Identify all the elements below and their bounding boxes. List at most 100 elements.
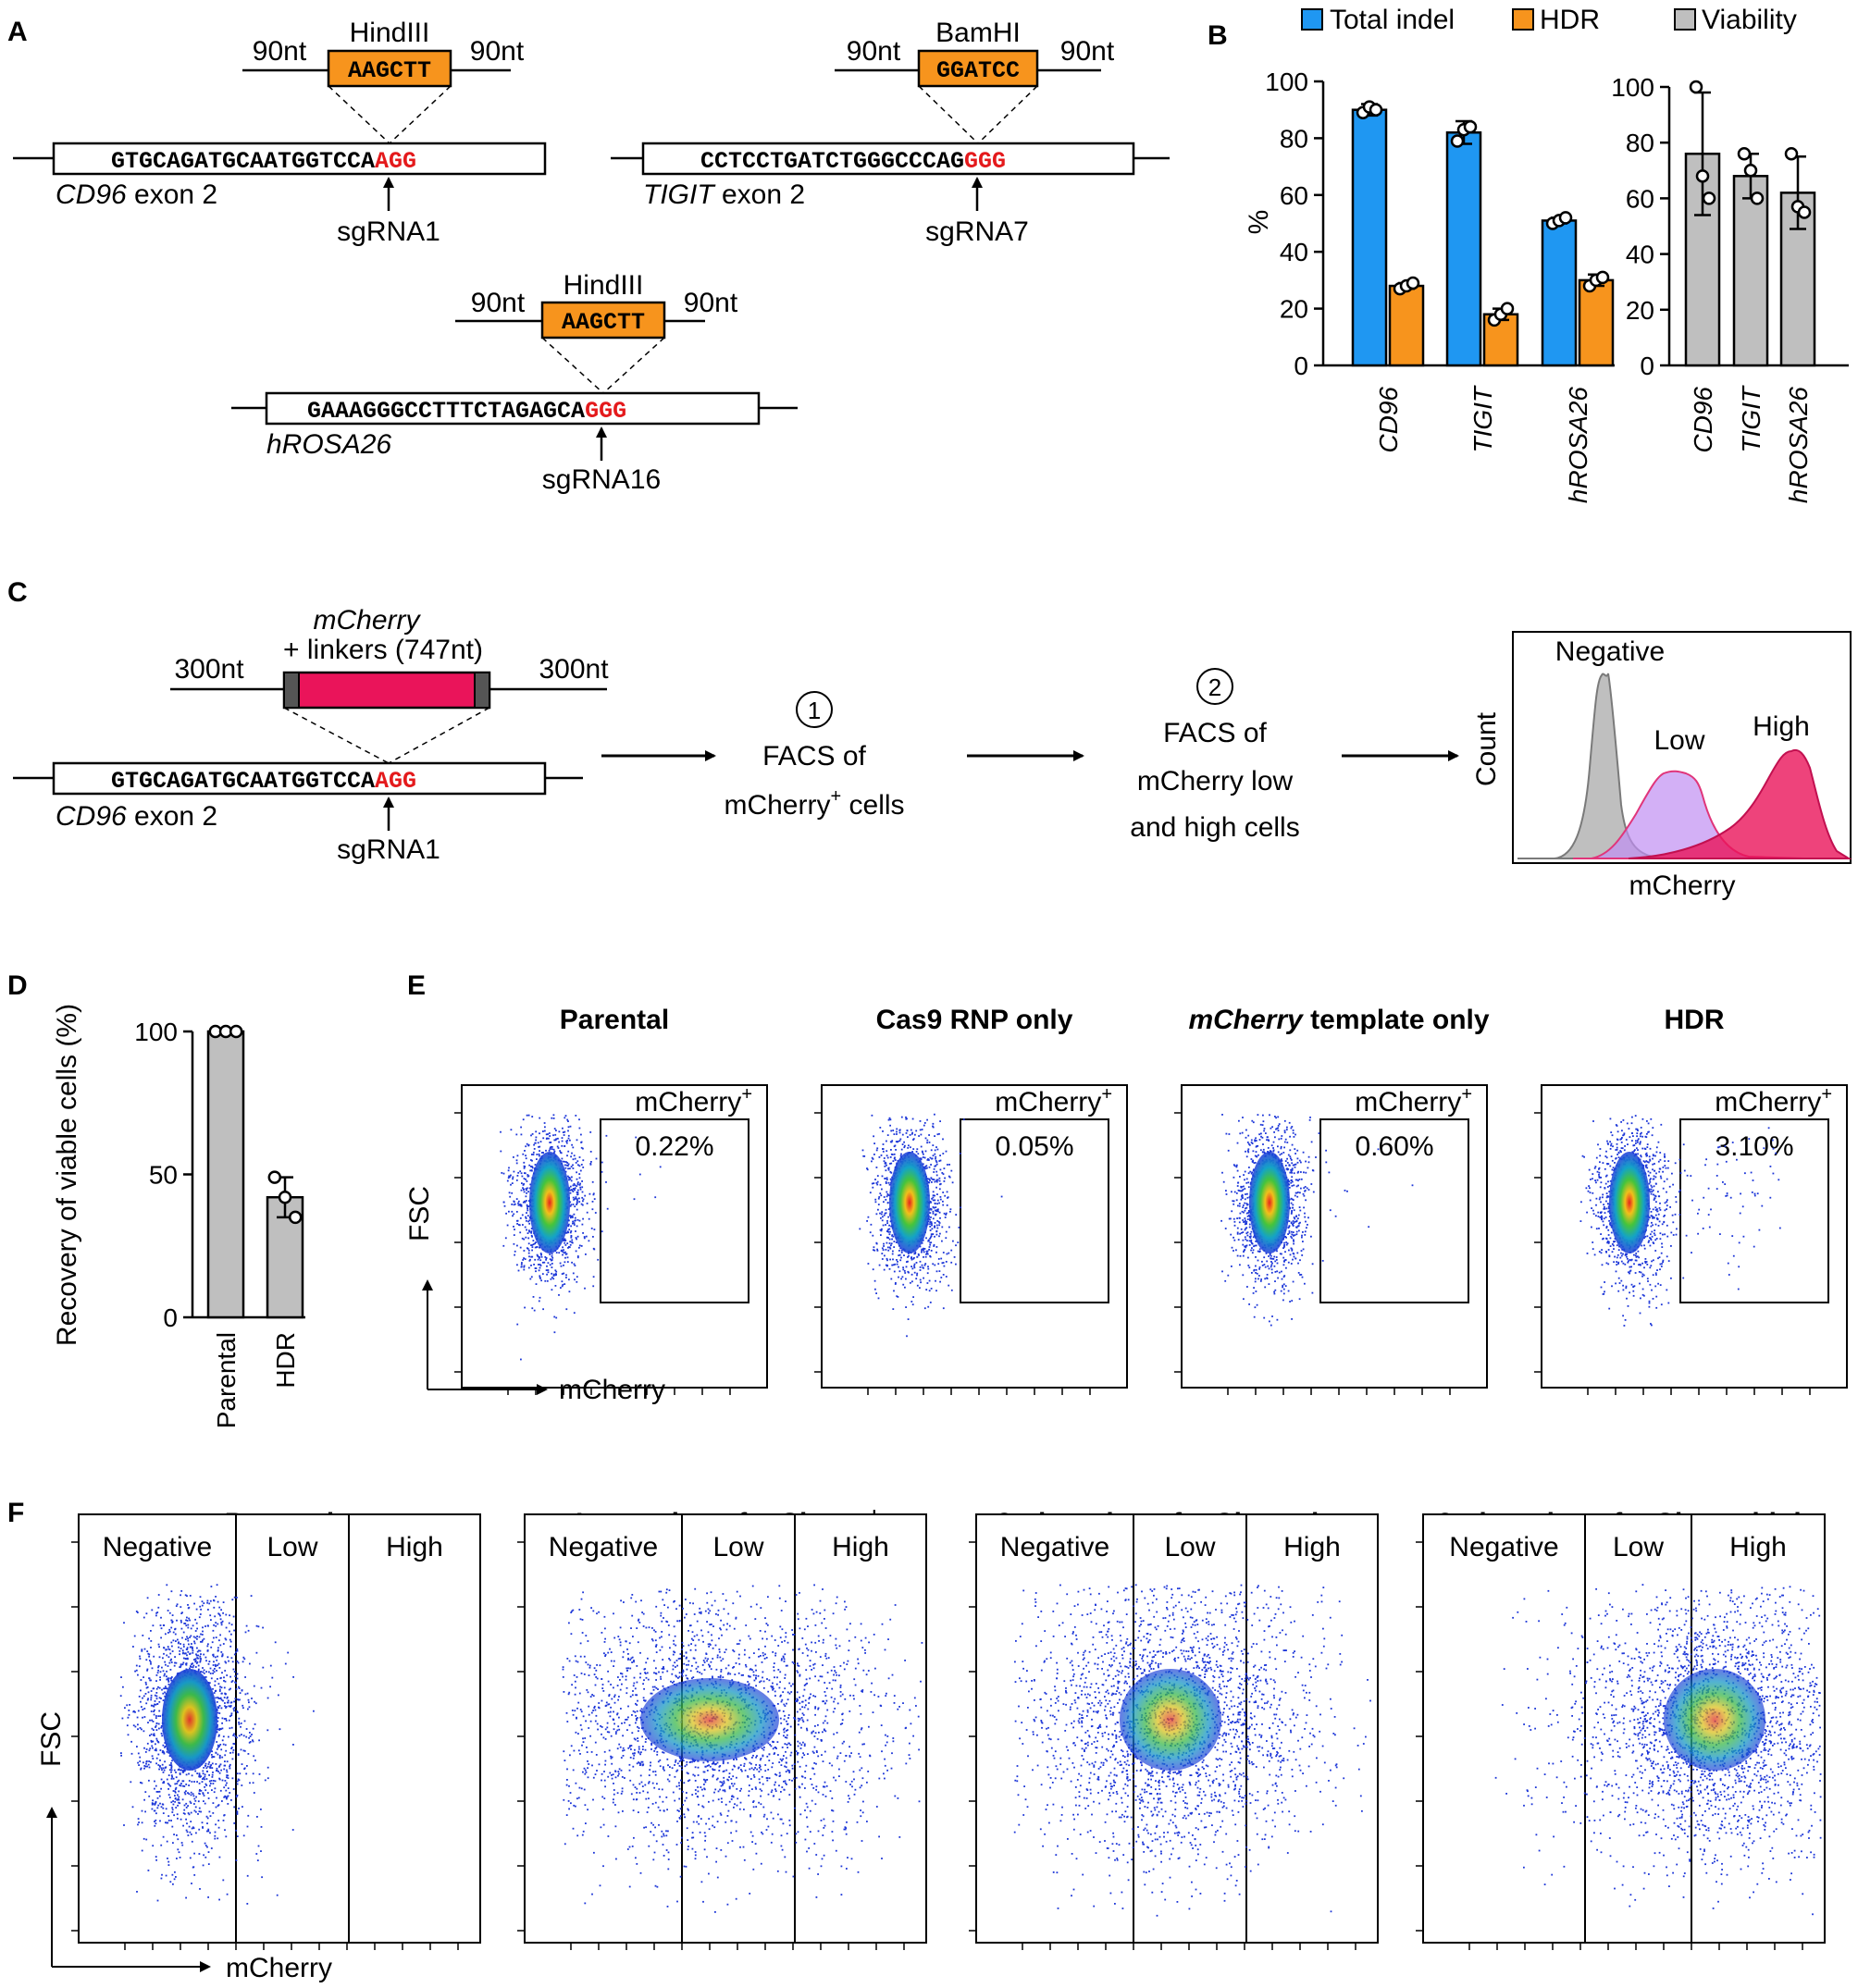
event-dot	[1298, 1179, 1301, 1180]
event-dot	[1251, 1252, 1254, 1254]
event-dot	[1250, 1241, 1253, 1243]
event-dot	[1258, 1133, 1260, 1136]
event-dot	[943, 1167, 946, 1169]
gate-percentage: 0.22%	[635, 1131, 713, 1162]
data-point	[1406, 276, 1420, 290]
event-dot	[1609, 1224, 1612, 1227]
event-dot	[516, 1223, 518, 1225]
event-dot	[576, 1238, 577, 1241]
event-dot	[1244, 1220, 1246, 1223]
event-dot	[552, 1278, 555, 1280]
event-dot	[1239, 1212, 1242, 1215]
event-dot	[572, 1188, 575, 1191]
event-dot	[515, 1133, 518, 1136]
event-dot	[593, 1198, 596, 1200]
event-dot	[568, 1229, 571, 1231]
event-dot	[1629, 1291, 1630, 1294]
event-dot	[1245, 1219, 1246, 1222]
bar	[1578, 278, 1615, 367]
event-dot	[1644, 1258, 1647, 1260]
event-dot	[1244, 1198, 1246, 1201]
event-dot	[892, 1130, 895, 1131]
event-dot	[888, 1267, 891, 1270]
event-dot	[523, 1250, 526, 1252]
event-dot	[1612, 1145, 1614, 1148]
event-dot	[1586, 1211, 1588, 1214]
event-dot	[1660, 1266, 1663, 1267]
event-dot	[1271, 1126, 1273, 1129]
event-dot	[1641, 1288, 1644, 1290]
event-dot	[1632, 1285, 1635, 1288]
event-dot	[523, 1167, 526, 1169]
event-dot	[526, 1248, 529, 1250]
event-dot	[1662, 1187, 1665, 1190]
y-tick-label: 80	[1280, 124, 1308, 153]
event-dot	[1237, 1239, 1240, 1241]
event-dot	[1271, 1257, 1273, 1260]
facs-frame	[1541, 1084, 1848, 1389]
event-dot	[938, 1270, 941, 1272]
event-dot	[1300, 1187, 1302, 1190]
event-dot	[900, 1252, 903, 1253]
event-dot	[574, 1205, 576, 1208]
event-dot	[923, 1122, 926, 1124]
event-dot	[1244, 1236, 1246, 1239]
event-dot	[522, 1118, 525, 1121]
event-dot	[573, 1312, 576, 1315]
event-dot	[914, 1133, 916, 1136]
event-dot	[910, 1256, 912, 1258]
event-dot	[894, 1283, 897, 1285]
event-dot	[938, 1160, 941, 1162]
event-dot	[938, 1179, 941, 1182]
event-dot	[1315, 1156, 1317, 1158]
event-dot	[935, 1170, 938, 1173]
event-dot	[949, 1210, 951, 1213]
event-dot	[1589, 1192, 1592, 1194]
event-dot	[524, 1166, 526, 1167]
event-dot	[1251, 1241, 1253, 1244]
event-dot	[885, 1264, 887, 1266]
event-dot	[569, 1204, 572, 1207]
insert-subtitle: + linkers (747nt)	[283, 635, 483, 665]
event-dot	[1589, 1199, 1592, 1202]
event-dot	[514, 1203, 516, 1205]
event-dot	[880, 1216, 882, 1219]
event-dot	[1282, 1256, 1285, 1259]
event-dot	[1646, 1278, 1649, 1280]
event-dot	[1247, 1210, 1250, 1212]
category-label: hROSA26	[1784, 387, 1813, 503]
event-dot	[1616, 1142, 1618, 1145]
event-dot	[1293, 1184, 1295, 1187]
event-dot	[526, 1219, 527, 1222]
event-dot	[945, 1261, 948, 1263]
event-dot	[874, 1179, 876, 1180]
event-dot	[1604, 1207, 1606, 1210]
event-dot	[1310, 1235, 1312, 1238]
event-dot	[1592, 1213, 1595, 1216]
event-dot	[517, 1200, 520, 1203]
gate-label: mCherry+	[635, 1084, 752, 1117]
facs-title-text: Parental	[560, 1005, 669, 1035]
event-dot	[1641, 1244, 1643, 1247]
event-dot	[1297, 1262, 1299, 1265]
event-dot	[1240, 1186, 1243, 1189]
event-dot	[534, 1246, 537, 1249]
event-dot	[1644, 1262, 1647, 1264]
event-dot	[888, 1117, 891, 1119]
event-dot	[1302, 1248, 1305, 1251]
event-dot	[1654, 1195, 1657, 1198]
event-dot	[1625, 1285, 1628, 1288]
event-dot	[908, 1144, 910, 1147]
event-dot	[539, 1117, 541, 1119]
event-dot	[1648, 1174, 1650, 1177]
event-dot	[1255, 1137, 1257, 1140]
event-dot	[1263, 1128, 1266, 1130]
event-dot	[1241, 1131, 1244, 1134]
gate-label: mCherry+	[995, 1084, 1112, 1117]
event-dot	[500, 1130, 502, 1133]
event-dot	[944, 1177, 946, 1179]
event-dot	[1248, 1211, 1251, 1214]
event-dot	[1640, 1127, 1642, 1129]
event-dot	[1685, 1234, 1688, 1237]
event-dot	[1616, 1138, 1618, 1141]
